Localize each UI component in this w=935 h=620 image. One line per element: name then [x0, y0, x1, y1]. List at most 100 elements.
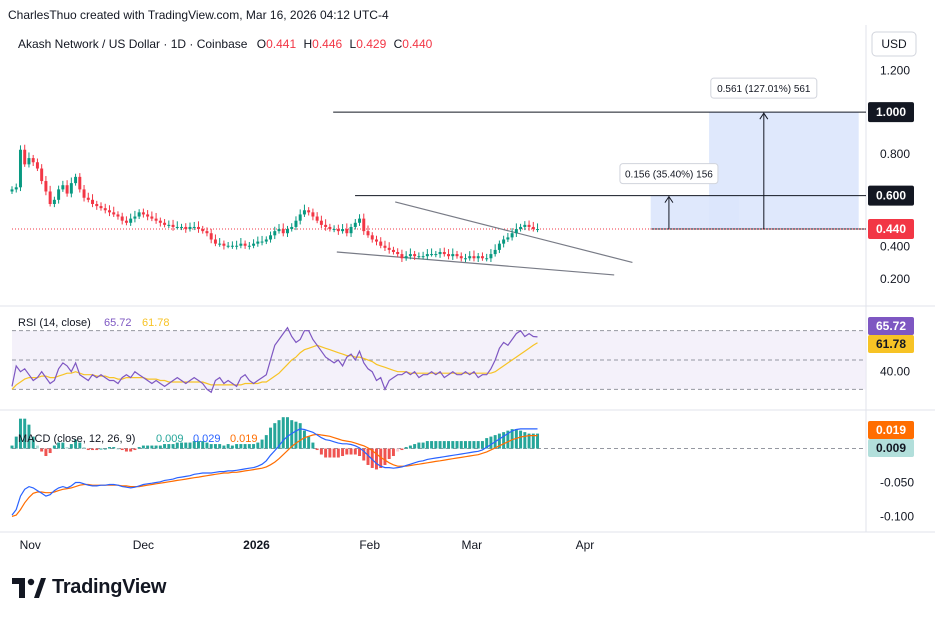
price-level-label: 1.000: [876, 105, 906, 119]
macd-histogram-bar: [396, 448, 400, 452]
macd-histogram-bar: [175, 442, 179, 449]
projection-box-large: [709, 112, 859, 230]
candle-body: [434, 254, 438, 256]
open-value: 0.441: [266, 37, 297, 51]
candle-body: [430, 254, 434, 256]
macd-histogram-bar: [383, 448, 387, 465]
rsi-tick-label: 40.00: [880, 365, 910, 379]
candle-body: [277, 229, 281, 232]
candle-body: [150, 216, 154, 219]
symbol-title: Akash Network / US Dollar · 1D · Coinbas…: [18, 37, 248, 51]
candle-body: [349, 226, 353, 234]
macd-histogram-bar: [519, 430, 523, 449]
macd-histogram-bar: [421, 442, 425, 449]
candle-body: [230, 245, 234, 247]
macd-histogram-bar: [273, 423, 277, 449]
macd-histogram-bar: [531, 433, 535, 449]
candle-body: [464, 258, 467, 260]
macd-histogram-bar: [82, 447, 86, 449]
candle-body: [196, 226, 200, 230]
candle-body: [324, 224, 328, 227]
macd-histogram-bar: [485, 438, 489, 449]
macd-histogram-bar: [107, 447, 111, 449]
candle-body: [510, 233, 514, 238]
brand-name: TradingView: [52, 576, 167, 598]
macd-histogram-bar: [133, 448, 137, 451]
macd-histogram-bar: [489, 436, 493, 449]
macd-histogram-bar: [57, 442, 61, 449]
macd-histogram-bar: [391, 448, 395, 457]
candle-body: [86, 197, 90, 200]
x-tick-label: Feb: [359, 538, 380, 552]
candle-body: [256, 241, 260, 244]
macd-title: MACD (close, 12, 26, 9): [18, 433, 135, 445]
macd-histogram-bar: [112, 447, 116, 449]
rsi-line: [11, 326, 538, 394]
candle-body: [536, 229, 540, 231]
macd-histogram-bar: [252, 444, 256, 449]
macd-histogram-bar: [196, 441, 200, 449]
price-tick-label: 0.800: [880, 147, 910, 161]
candle-body: [243, 243, 247, 246]
candle-body: [476, 256, 480, 259]
candle-body: [497, 243, 501, 250]
macd-tick-label: -0.100: [880, 509, 914, 523]
macd-histogram-bar: [345, 448, 349, 455]
rsi-value-badge-label: 65.72: [876, 319, 906, 333]
macd-histogram-bar: [324, 448, 328, 458]
open-label: O: [256, 37, 267, 51]
macd-histogram-bar: [14, 436, 18, 449]
candle-body: [472, 256, 476, 259]
macd-histogram-bar: [69, 444, 73, 449]
candle-body: [74, 176, 78, 184]
candle-body: [141, 212, 145, 215]
candle-body: [502, 239, 506, 244]
macd-histogram-bar: [247, 444, 251, 449]
macd-histogram-bar: [277, 420, 281, 449]
candle-body: [531, 226, 535, 230]
candle-body: [112, 212, 116, 215]
macd-histogram-bar: [298, 423, 302, 449]
macd-histogram-bar: [163, 444, 167, 449]
macd-histogram-bar: [464, 441, 467, 449]
candle-body: [120, 216, 124, 221]
candle-body: [366, 231, 370, 236]
macd-histogram-bar: [146, 445, 150, 449]
candle-body: [61, 185, 65, 190]
candle-body: [319, 220, 323, 225]
macd-histogram-bar: [307, 436, 311, 449]
macd-histogram-bar: [358, 448, 362, 457]
macd-histogram-bar: [201, 441, 205, 449]
macd-histogram-bar: [61, 442, 65, 449]
x-tick-label: Nov: [20, 538, 41, 552]
trading-chart[interactable]: USD 1.200 0.800 0.200 1.000 0.600 0.440 0.400 0.…: [0, 0, 935, 560]
candle-body: [48, 191, 52, 204]
candle-body: [353, 222, 357, 227]
macd-histogram-bar: [222, 445, 226, 449]
candle-body: [455, 254, 459, 257]
macd-histogram-bar: [120, 448, 124, 451]
candle-body: [519, 226, 523, 230]
candle-body: [235, 245, 239, 247]
tradingview-logo-icon: [12, 577, 46, 598]
candle-body: [10, 189, 14, 192]
candle-body: [311, 212, 315, 217]
x-tick-label: Mar: [462, 538, 483, 552]
macd-histogram-bar: [78, 442, 82, 449]
projection-annotation-label: 0.561 (127.01%) 561: [717, 84, 811, 95]
currency-label: USD: [881, 37, 907, 51]
macd-histogram-bar: [226, 444, 230, 449]
candle-body: [480, 256, 484, 259]
macd-histogram-bar: [129, 448, 133, 452]
candle-body: [222, 243, 226, 246]
macd-histogram-bar: [218, 444, 222, 449]
price-level-badge: [868, 185, 914, 206]
candle-body: [527, 224, 531, 227]
macd-histogram-bar: [442, 441, 446, 449]
candle-body: [137, 212, 141, 217]
candle-body: [281, 229, 285, 234]
macd-histogram-bar: [451, 441, 455, 449]
wedge-upper-trendline: [395, 201, 633, 264]
candle-body: [523, 224, 527, 227]
macd-histogram-bar: [158, 445, 162, 449]
